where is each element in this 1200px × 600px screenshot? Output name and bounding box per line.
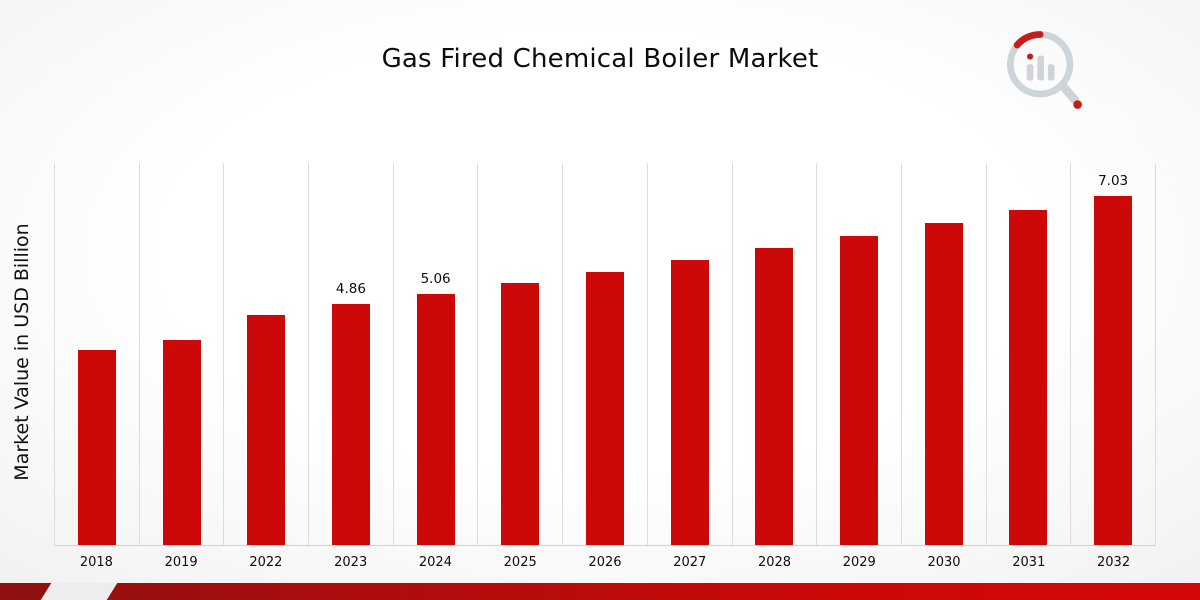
chart-column <box>223 163 308 545</box>
x-tick-label: 2031 <box>1012 555 1046 570</box>
bar-2031 <box>1009 209 1048 545</box>
x-tick-label: 2030 <box>927 555 961 570</box>
bar-value-label: 5.06 <box>420 270 451 287</box>
bar-2018 <box>77 350 116 545</box>
bar-value-label: 4.86 <box>335 280 366 297</box>
chart-column <box>900 163 986 545</box>
x-tick-label: 2018 <box>79 555 113 570</box>
bar-2028 <box>755 248 794 545</box>
bar-2029 <box>840 235 879 545</box>
bar-2026 <box>585 271 624 545</box>
chart-column <box>138 163 224 545</box>
bar-2023: 4.86 <box>331 281 370 545</box>
bar-2027 <box>670 260 709 545</box>
brand-logo-icon <box>1007 31 1082 109</box>
chart-column: 7.03 <box>1070 163 1156 545</box>
chart-title: Gas Fired Chemical Boiler Market <box>381 44 819 74</box>
chart-column <box>646 163 732 545</box>
bar-2032: 7.03 <box>1094 173 1133 545</box>
x-tick-label: 2022 <box>249 555 283 570</box>
x-tick-label: 2029 <box>842 555 876 570</box>
x-tick-label: 2032 <box>1097 555 1131 570</box>
bar-2024: 5.06 <box>416 271 455 545</box>
x-tick-label: 2025 <box>503 555 537 570</box>
chart-column: 5.06 <box>392 163 478 545</box>
chart-column: 4.86 <box>308 163 393 545</box>
chart-column <box>816 163 901 545</box>
x-tick-label: 2027 <box>673 555 707 570</box>
chart-column <box>562 163 647 545</box>
bar-2025 <box>501 283 540 545</box>
plot-area: 4.86 5.06 7.03 <box>54 163 1156 546</box>
x-tick-label: 2023 <box>334 555 368 570</box>
chart-column <box>985 163 1071 545</box>
bar-2019 <box>162 340 201 545</box>
chart-column <box>731 163 817 545</box>
x-axis: 2018 2019 2022 2023 2024 2025 2026 2027 2028 2029… <box>54 551 1156 570</box>
bottom-ribbon <box>0 583 1200 600</box>
x-tick-label: 2026 <box>588 555 622 570</box>
bar-2030 <box>924 223 963 545</box>
chart-column <box>477 163 562 545</box>
ribbon-wedge <box>40 583 118 600</box>
x-tick-label: 2019 <box>164 555 198 570</box>
bar-2022 <box>247 315 286 545</box>
bar-value-label: 7.03 <box>1098 173 1129 190</box>
chart-column <box>54 163 139 545</box>
y-axis-label: Market Value in USD Billion <box>11 223 33 481</box>
x-tick-label: 2024 <box>418 555 452 570</box>
x-tick-label: 2028 <box>757 555 792 570</box>
